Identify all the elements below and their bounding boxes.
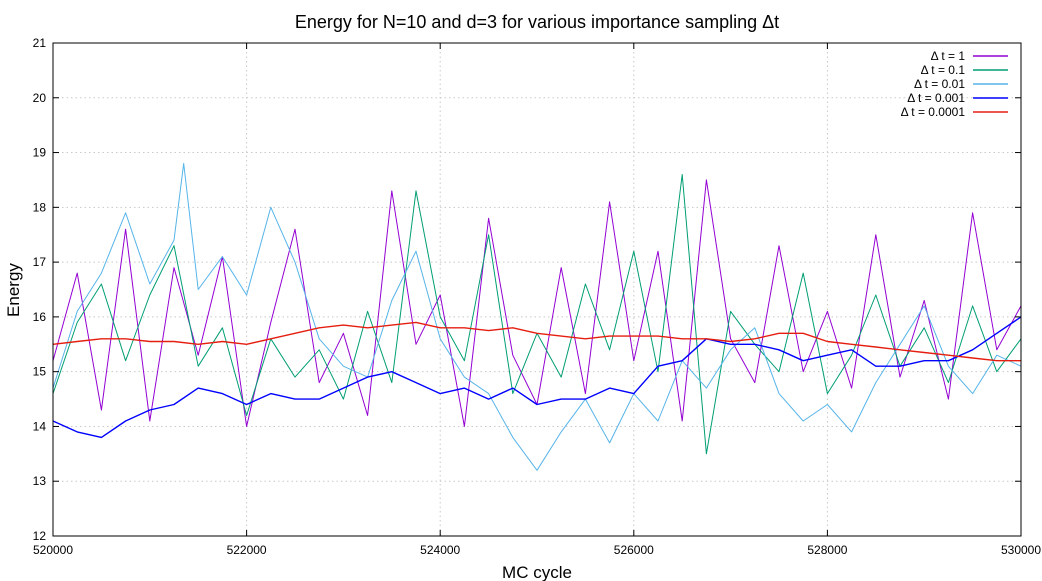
axis-ticks: 520000 522000 524000 526000 528000 530000 12 13… — [33, 36, 1042, 557]
plot-frame — [52, 42, 1022, 537]
y-tick-label: 12 — [33, 529, 47, 543]
x-tick-label: 530000 — [1001, 543, 1041, 557]
y-tick-label: 18 — [33, 200, 47, 214]
legend-label-1: Δ t = 0.1 — [921, 63, 966, 77]
series-line-3 — [52, 316, 1022, 439]
series-line-0 — [52, 179, 1022, 427]
x-tick-label: 526000 — [614, 543, 654, 557]
legend-label-2: Δ t = 0.01 — [914, 77, 965, 91]
legend-label-4: Δ t = 0.0001 — [901, 105, 966, 119]
y-tick-label: 16 — [33, 310, 47, 324]
y-tick-label: 14 — [33, 419, 47, 433]
grid — [53, 43, 1021, 536]
x-tick-label: 522000 — [227, 543, 267, 557]
y-tick-label: 17 — [33, 255, 47, 269]
y-tick-label: 21 — [33, 36, 47, 50]
series-line-4 — [52, 321, 1021, 362]
x-tick-label: 524000 — [420, 543, 460, 557]
x-axis-label: MC cycle — [502, 563, 572, 581]
x-tick-label: 528000 — [807, 543, 847, 557]
x-tick-label: 520000 — [33, 543, 73, 557]
y-tick-label: 15 — [33, 365, 47, 379]
series-line-1 — [52, 174, 1022, 455]
y-tick-label: 20 — [33, 91, 47, 105]
legend-label-3: Δ t = 0.001 — [907, 91, 965, 105]
legend-label-0: Δ t = 1 — [931, 49, 966, 63]
series-line-2 — [52, 163, 1022, 471]
y-axis-label: Energy — [4, 263, 23, 317]
series-layer — [52, 163, 1022, 471]
chart-title: Energy for N=10 and d=3 for various impo… — [295, 12, 779, 32]
y-tick-label: 19 — [33, 146, 47, 160]
y-tick-label: 13 — [33, 474, 47, 488]
